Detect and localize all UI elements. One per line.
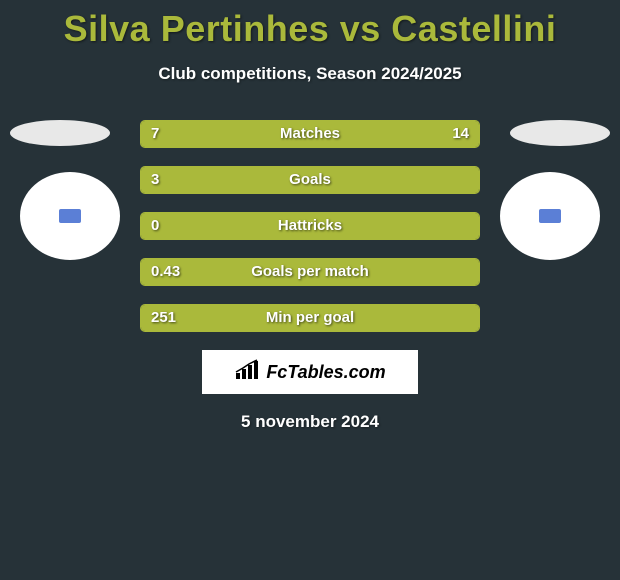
logo-text: FcTables.com: [266, 362, 385, 383]
right-ellipse: [510, 120, 610, 146]
stats-bars: Matches7 14 Goals3 Hattricks0 Goals per matc…: [140, 120, 480, 332]
subtitle: Club competitions, Season 2024/2025: [0, 64, 620, 84]
page-title: Silva Pertinhes vs Castellini: [0, 0, 620, 50]
left-ellipse: [10, 120, 110, 146]
left-player-circle: [20, 172, 120, 260]
stat-value-right: 14: [452, 121, 469, 147]
stat-label: Hattricks: [141, 213, 479, 239]
logo-box: FcTables.com: [202, 350, 418, 394]
stat-row: Matches7 14: [140, 120, 480, 148]
stat-value-left: 3: [151, 167, 159, 193]
right-player-circle: [500, 172, 600, 260]
right-jersey-icon: [539, 209, 561, 223]
comparison-area: Matches7 14 Goals3 Hattricks0 Goals per matc…: [0, 120, 620, 432]
stat-value-left: 7: [151, 121, 159, 147]
stat-value-left: 251: [151, 305, 176, 331]
stat-label: Goals per match: [141, 259, 479, 285]
stat-value-left: 0.43: [151, 259, 180, 285]
stat-row: Goals3: [140, 166, 480, 194]
stat-row: Min per goal251: [140, 304, 480, 332]
stat-label: Goals: [141, 167, 479, 193]
stat-label: Min per goal: [141, 305, 479, 331]
date-text: 5 november 2024: [0, 412, 620, 432]
stat-value-left: 0: [151, 213, 159, 239]
stat-row: Goals per match0.43: [140, 258, 480, 286]
stat-label: Matches: [141, 121, 479, 147]
stat-row: Hattricks0: [140, 212, 480, 240]
logo-chart-icon: [234, 359, 262, 386]
left-jersey-icon: [59, 209, 81, 223]
